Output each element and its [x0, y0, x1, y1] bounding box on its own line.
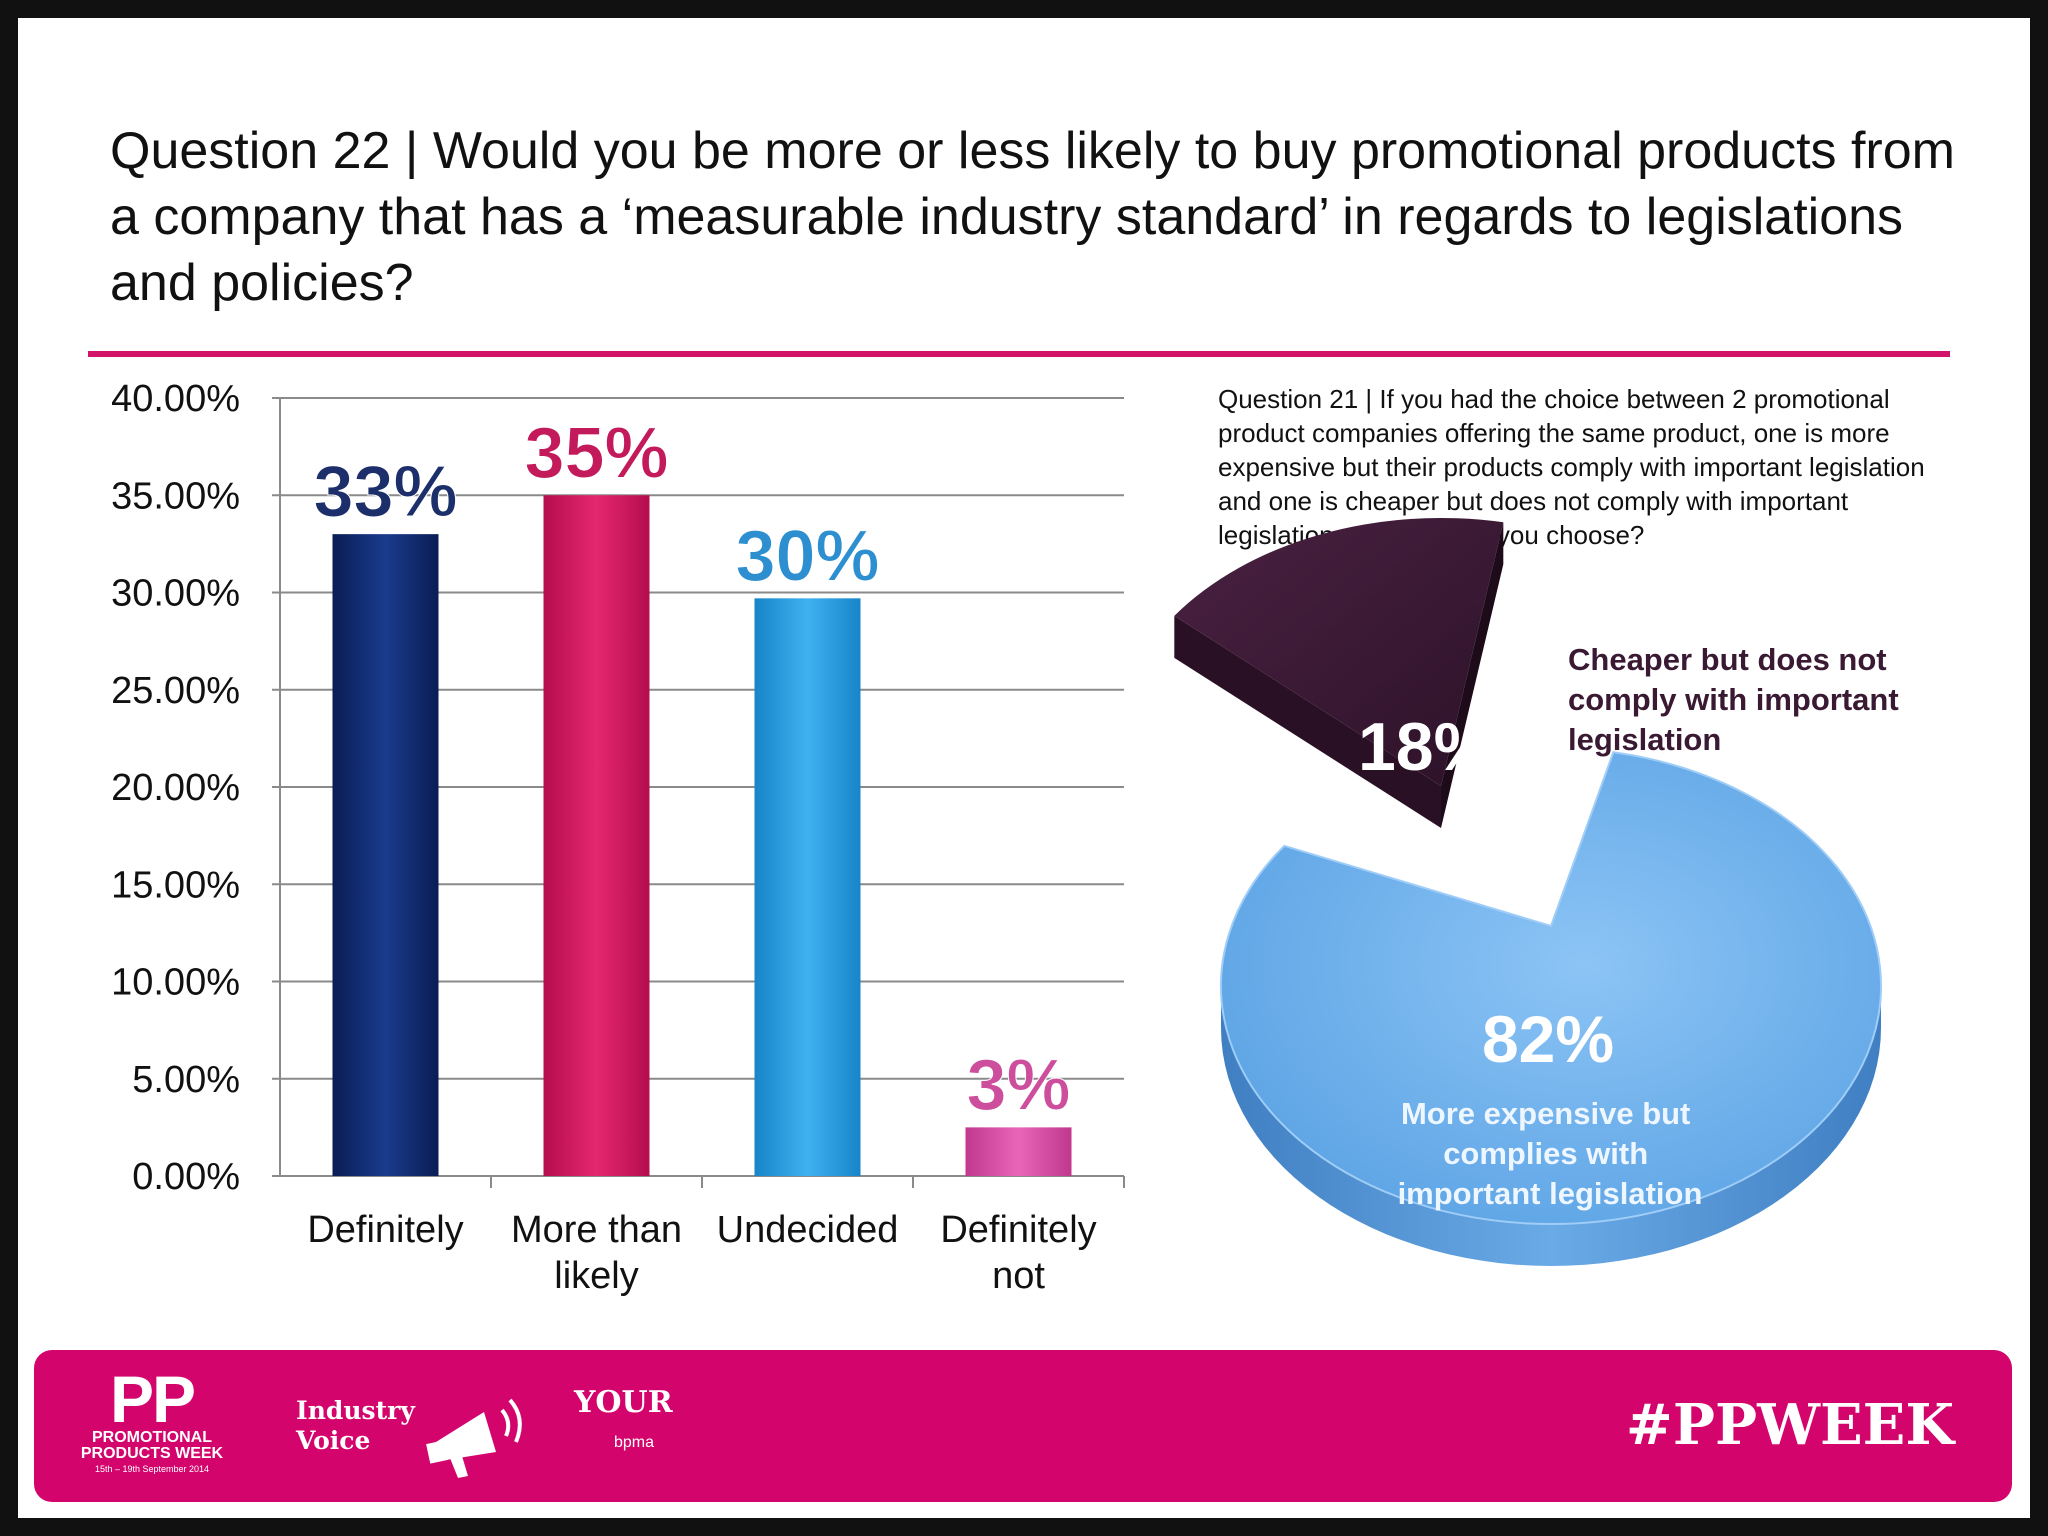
bar [965, 1127, 1072, 1176]
divider [88, 351, 1950, 357]
bpma-logo-text: bpma [614, 1434, 655, 1451]
y-tick-label: 40.00% [111, 378, 240, 420]
pie-slice-side [1174, 615, 1441, 828]
pp-logo-mark: PP [109, 1362, 196, 1436]
pie-label-main-line: More expensive but [1401, 1096, 1690, 1131]
y-tick-label: 10.00% [111, 962, 240, 1004]
x-tick-label: Undecided [717, 1209, 899, 1251]
y-tick-label: 5.00% [132, 1059, 240, 1101]
pie-value-slice: 18% [1358, 709, 1494, 785]
pie-slice-main [1220, 751, 1882, 1266]
page-title: Question 22 | Would you be more or less … [110, 122, 1955, 312]
pp-week-logo: PP PROMOTIONAL PRODUCTS WEEK 15th – 19th… [72, 1362, 232, 1476]
y-tick-label: 25.00% [111, 670, 240, 712]
y-tick-label: 30.00% [111, 573, 240, 615]
data-label: 35% [524, 413, 668, 493]
slide: Question 22 | Would you be more or less … [18, 18, 2030, 1518]
pie-label-slice-line: comply with important [1568, 682, 1899, 717]
pie-label-main: More expensive but complies with importa… [1398, 1096, 1703, 1211]
bar [754, 598, 861, 1176]
pp-logo-dates: 15th – 19th September 2014 [94, 1464, 210, 1474]
pie-label-slice-line: Cheaper but does not [1568, 642, 1887, 677]
pie-value-main: 82% [1482, 1002, 1614, 1076]
bar [332, 534, 439, 1176]
data-label: 30% [735, 516, 879, 596]
bar [543, 495, 650, 1176]
industry-voice-line: Industry [296, 1396, 415, 1425]
y-tick-label: 20.00% [111, 767, 240, 809]
pie-chart: 82% More expensive but complies with imp… [1174, 518, 1907, 1266]
bar-chart: 0.00% 5.00% 10.00% 15.00% 20.00% 25.00% 30.00%… [111, 378, 1125, 1297]
pie-slice-side [1441, 522, 1504, 828]
x-tick-label: More than [511, 1209, 682, 1251]
pie-label-main-line: complies with [1443, 1136, 1648, 1171]
x-tick-label: likely [554, 1255, 638, 1297]
your-bpma-logo: YOUR bpma [574, 1386, 673, 1460]
bars [332, 495, 1072, 1176]
industry-voice-logo: Industry Voice [296, 1396, 415, 1456]
pie-chart-title: Question 21 | If you had the choice betw… [1218, 384, 1925, 550]
pie-label-main-line: important legislation [1398, 1176, 1703, 1211]
pp-logo-line: PROMOTIONAL [92, 1429, 212, 1446]
your-logo-text: YOUR [574, 1385, 673, 1420]
data-labels: 33% 35% 30% 3% [313, 413, 1071, 1126]
y-tick-label: 0.00% [132, 1156, 240, 1198]
footer-banner: PP PROMOTIONAL PRODUCTS WEEK 15th – 19th… [34, 1350, 2012, 1502]
pie-slice-side [1221, 986, 1881, 1266]
x-tick-label: Definitely [940, 1209, 1096, 1251]
industry-voice-line: Voice [296, 1426, 371, 1455]
y-tick-label: 15.00% [111, 864, 240, 906]
pie-label-slice: Cheaper but does not comply with importa… [1568, 642, 1907, 757]
y-tick-label: 35.00% [111, 475, 240, 517]
pie-slice-top [1174, 518, 1504, 786]
pie-slice-exploded [1174, 518, 1504, 828]
pp-logo-line: PRODUCTS WEEK [80, 1445, 224, 1462]
data-label: 3% [966, 1045, 1070, 1125]
data-label: 33% [313, 452, 457, 532]
x-tick-label: not [992, 1255, 1045, 1297]
pie-slice-top [1220, 751, 1882, 1225]
hashtag: #PPWEEK [1625, 1392, 1954, 1458]
pie-label-slice-line: legislation [1568, 722, 1721, 757]
x-tick-label: Definitely [307, 1209, 463, 1251]
megaphone-icon [426, 1398, 522, 1478]
y-axis-ticks: 0.00% 5.00% 10.00% 15.00% 20.00% 25.00% 30.00%… [111, 378, 240, 1198]
